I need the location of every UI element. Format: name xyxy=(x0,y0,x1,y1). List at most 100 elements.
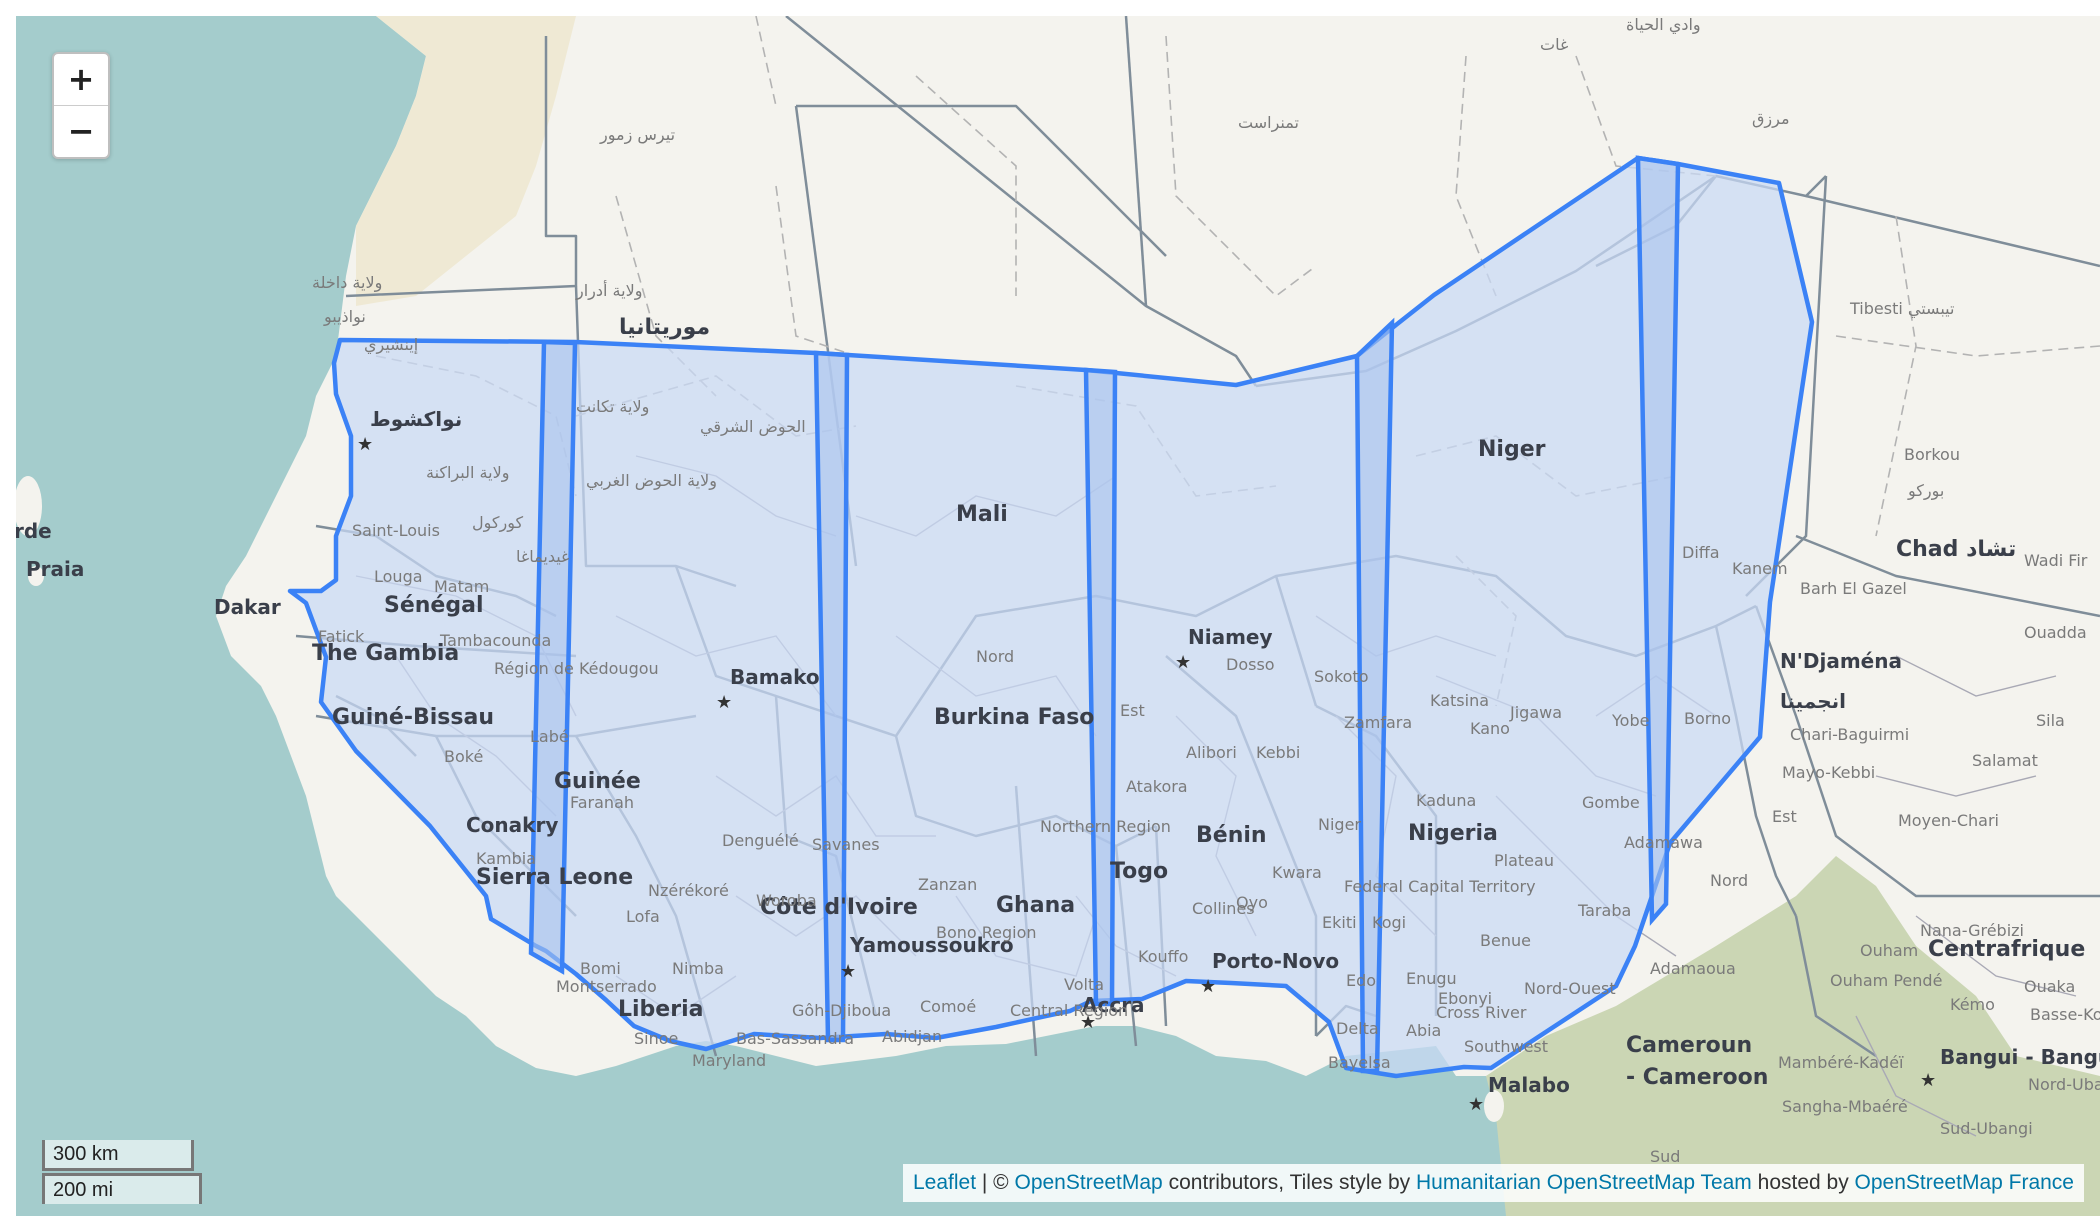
label-lofa: Lofa xyxy=(626,907,660,926)
label-wadi-fira: Wadi Fir xyxy=(2024,551,2088,570)
label-conakry: Conakry xyxy=(466,813,558,837)
label-bono: Bono Region xyxy=(936,923,1037,942)
label-mambere-kadei: Mambéré-Kadéï xyxy=(1778,1053,1904,1072)
label-katsina: Katsina xyxy=(1430,691,1489,710)
attribution-text-1: contributors, Tiles style by xyxy=(1162,1171,1417,1194)
capital-markers: ★ ★ ★ ★ ★ ★ ★ ★ xyxy=(357,434,1936,1115)
capital-star-icon: ★ xyxy=(357,434,373,455)
label-cameroun: Cameroun xyxy=(1626,1033,1752,1058)
label-sud-ubangi: Sud-Ubangi xyxy=(1940,1119,2033,1138)
label-alibori: Alibori xyxy=(1186,743,1237,762)
label-wadi-hayat: وادي الحياة xyxy=(1626,16,1701,35)
label-sila: Sila xyxy=(2036,711,2065,730)
label-nimba: Nimba xyxy=(672,959,724,978)
label-tamanrasset: تمنراست xyxy=(1238,113,1299,133)
label-mayo-kebbi: Mayo-Kebbi xyxy=(1782,763,1875,782)
label-chad: Chad تشاد xyxy=(1896,537,2016,562)
label-nord-ouest: Nord-Ouest xyxy=(1524,979,1616,998)
label-hodh-gharbi: ولاية الحوض الغربي xyxy=(586,471,717,491)
label-labe: Labé xyxy=(530,727,569,746)
zoom-control: + − xyxy=(52,52,110,159)
label-inchiri: إينشيري xyxy=(364,335,418,355)
overlay-strip-4 xyxy=(1354,317,1395,1074)
capital-star-icon: ★ xyxy=(1200,976,1216,997)
label-central: Central Region xyxy=(1010,1001,1128,1020)
zoom-in-button[interactable]: + xyxy=(67,60,95,98)
label-adamaoua: Adamaoua xyxy=(1650,959,1736,978)
label-bahr-el-gazel: Barh El Gazel xyxy=(1800,579,1907,598)
label-bas-sassandra: Bas-Sassandra xyxy=(736,1029,854,1048)
label-nana-grebizi: Nana-Grébizi xyxy=(1920,921,2024,940)
label-ndjamena-ar: انجمينا xyxy=(1780,689,1846,713)
map-tiles: ★ ★ ★ ★ ★ ★ ★ ★ موريتانيا نواكشوط Mali N… xyxy=(16,16,2100,1216)
land-sahara-tint xyxy=(356,16,576,306)
label-murzuq: مرزق xyxy=(1752,109,1790,129)
capital-star-icon: ★ xyxy=(840,961,856,982)
label-borno: Borno xyxy=(1684,709,1731,728)
label-yobe: Yobe xyxy=(1611,711,1649,730)
label-benin: Bénin xyxy=(1196,823,1267,848)
label-liberia: Liberia xyxy=(618,997,703,1022)
label-guidimaka: غيديماغا xyxy=(516,547,569,566)
map-viewport[interactable]: ★ ★ ★ ★ ★ ★ ★ ★ موريتانيا نواكشوط Mali N… xyxy=(16,16,2100,1216)
label-comoe: Comoé xyxy=(920,997,976,1016)
label-nord: Nord xyxy=(1710,871,1748,890)
label-delta: Delta xyxy=(1336,1019,1379,1038)
label-niger: Niger xyxy=(1478,437,1546,462)
label-porto-novo: Porto-Novo xyxy=(1212,949,1339,973)
label-atakora: Atakora xyxy=(1126,777,1188,796)
label-zamfara: Zamfara xyxy=(1344,713,1412,732)
label-trarza: ولاية البراكنة xyxy=(426,463,509,483)
label-borkou-ar: بوركو xyxy=(1907,481,1944,501)
label-cameroon: - Cameroon xyxy=(1626,1065,1768,1090)
scale-mi: 200 mi xyxy=(42,1173,202,1204)
label-abia: Abia xyxy=(1406,1021,1441,1040)
label-edo: Edo xyxy=(1346,971,1376,990)
label-centrafrique: Centrafrique xyxy=(1928,937,2085,962)
label-northern: Northern Region xyxy=(1040,817,1171,836)
zoom-out-button[interactable]: − xyxy=(54,105,108,157)
label-chari-baguirmi: Chari-Baguirmi xyxy=(1790,725,1909,744)
label-accra: Accra xyxy=(1082,993,1145,1017)
label-bomi: Bomi xyxy=(580,959,621,978)
label-yamoussoukro: Yamoussoukro xyxy=(849,933,1014,957)
label-kanem: Kanem xyxy=(1732,559,1788,578)
label-ebonyi: Ebonyi xyxy=(1438,989,1492,1008)
label-ouaddai: Ouadda xyxy=(2024,623,2087,642)
label-ouham-pende: Ouham Pendé xyxy=(1830,971,1942,990)
label-ndjamena: N'Djaména xyxy=(1780,649,1902,673)
label-sierra-leone: Sierra Leone xyxy=(476,865,633,890)
label-nord-bf: Nord xyxy=(976,647,1014,666)
island-bioko xyxy=(1484,1090,1504,1122)
label-louga: Louga xyxy=(374,567,423,586)
label-collines: Collines xyxy=(1192,899,1255,918)
label-plateau: Plateau xyxy=(1494,851,1554,870)
label-benue: Benue xyxy=(1480,931,1531,950)
label-niamey: Niamey xyxy=(1188,625,1273,649)
label-diffa: Diffa xyxy=(1682,543,1720,562)
label-kedougou: Région de Kédougou xyxy=(494,659,659,678)
label-volta: Volta xyxy=(1064,975,1104,994)
link-hot[interactable]: Humanitarian OpenStreetMap Team xyxy=(1416,1171,1752,1194)
label-saint-louis: Saint-Louis xyxy=(352,521,440,540)
overlay-strip-3 xyxy=(1083,367,1118,1007)
label-fatick: Fatick xyxy=(318,627,365,646)
label-maryland: Maryland xyxy=(692,1051,766,1070)
label-praia: Praia xyxy=(26,557,84,581)
label-ghana: Ghana xyxy=(996,893,1075,918)
link-leaflet[interactable]: Leaflet xyxy=(912,1171,977,1194)
label-sokoto: Sokoto xyxy=(1314,667,1369,686)
link-openstreetmap[interactable]: OpenStreetMap xyxy=(1014,1171,1163,1194)
label-nigeria: Nigeria xyxy=(1408,821,1498,846)
label-zanzan: Zanzan xyxy=(918,875,977,894)
label-malabo: Malabo xyxy=(1488,1073,1570,1097)
label-bayelsa: Bayelsa xyxy=(1328,1053,1391,1072)
capital-star-icon: ★ xyxy=(1080,1012,1096,1033)
capital-star-icon: ★ xyxy=(716,692,732,713)
label-burkina-faso: Burkina Faso xyxy=(934,705,1094,730)
overlay-polygons[interactable] xyxy=(287,155,1815,1079)
label-nouadhibou: نواذيبو xyxy=(323,307,366,327)
label-abidjan: Abidjan xyxy=(882,1027,942,1046)
link-osm-france[interactable]: OpenStreetMap France xyxy=(1854,1171,2074,1194)
label-adrar: ولاية أدرار xyxy=(575,280,642,301)
